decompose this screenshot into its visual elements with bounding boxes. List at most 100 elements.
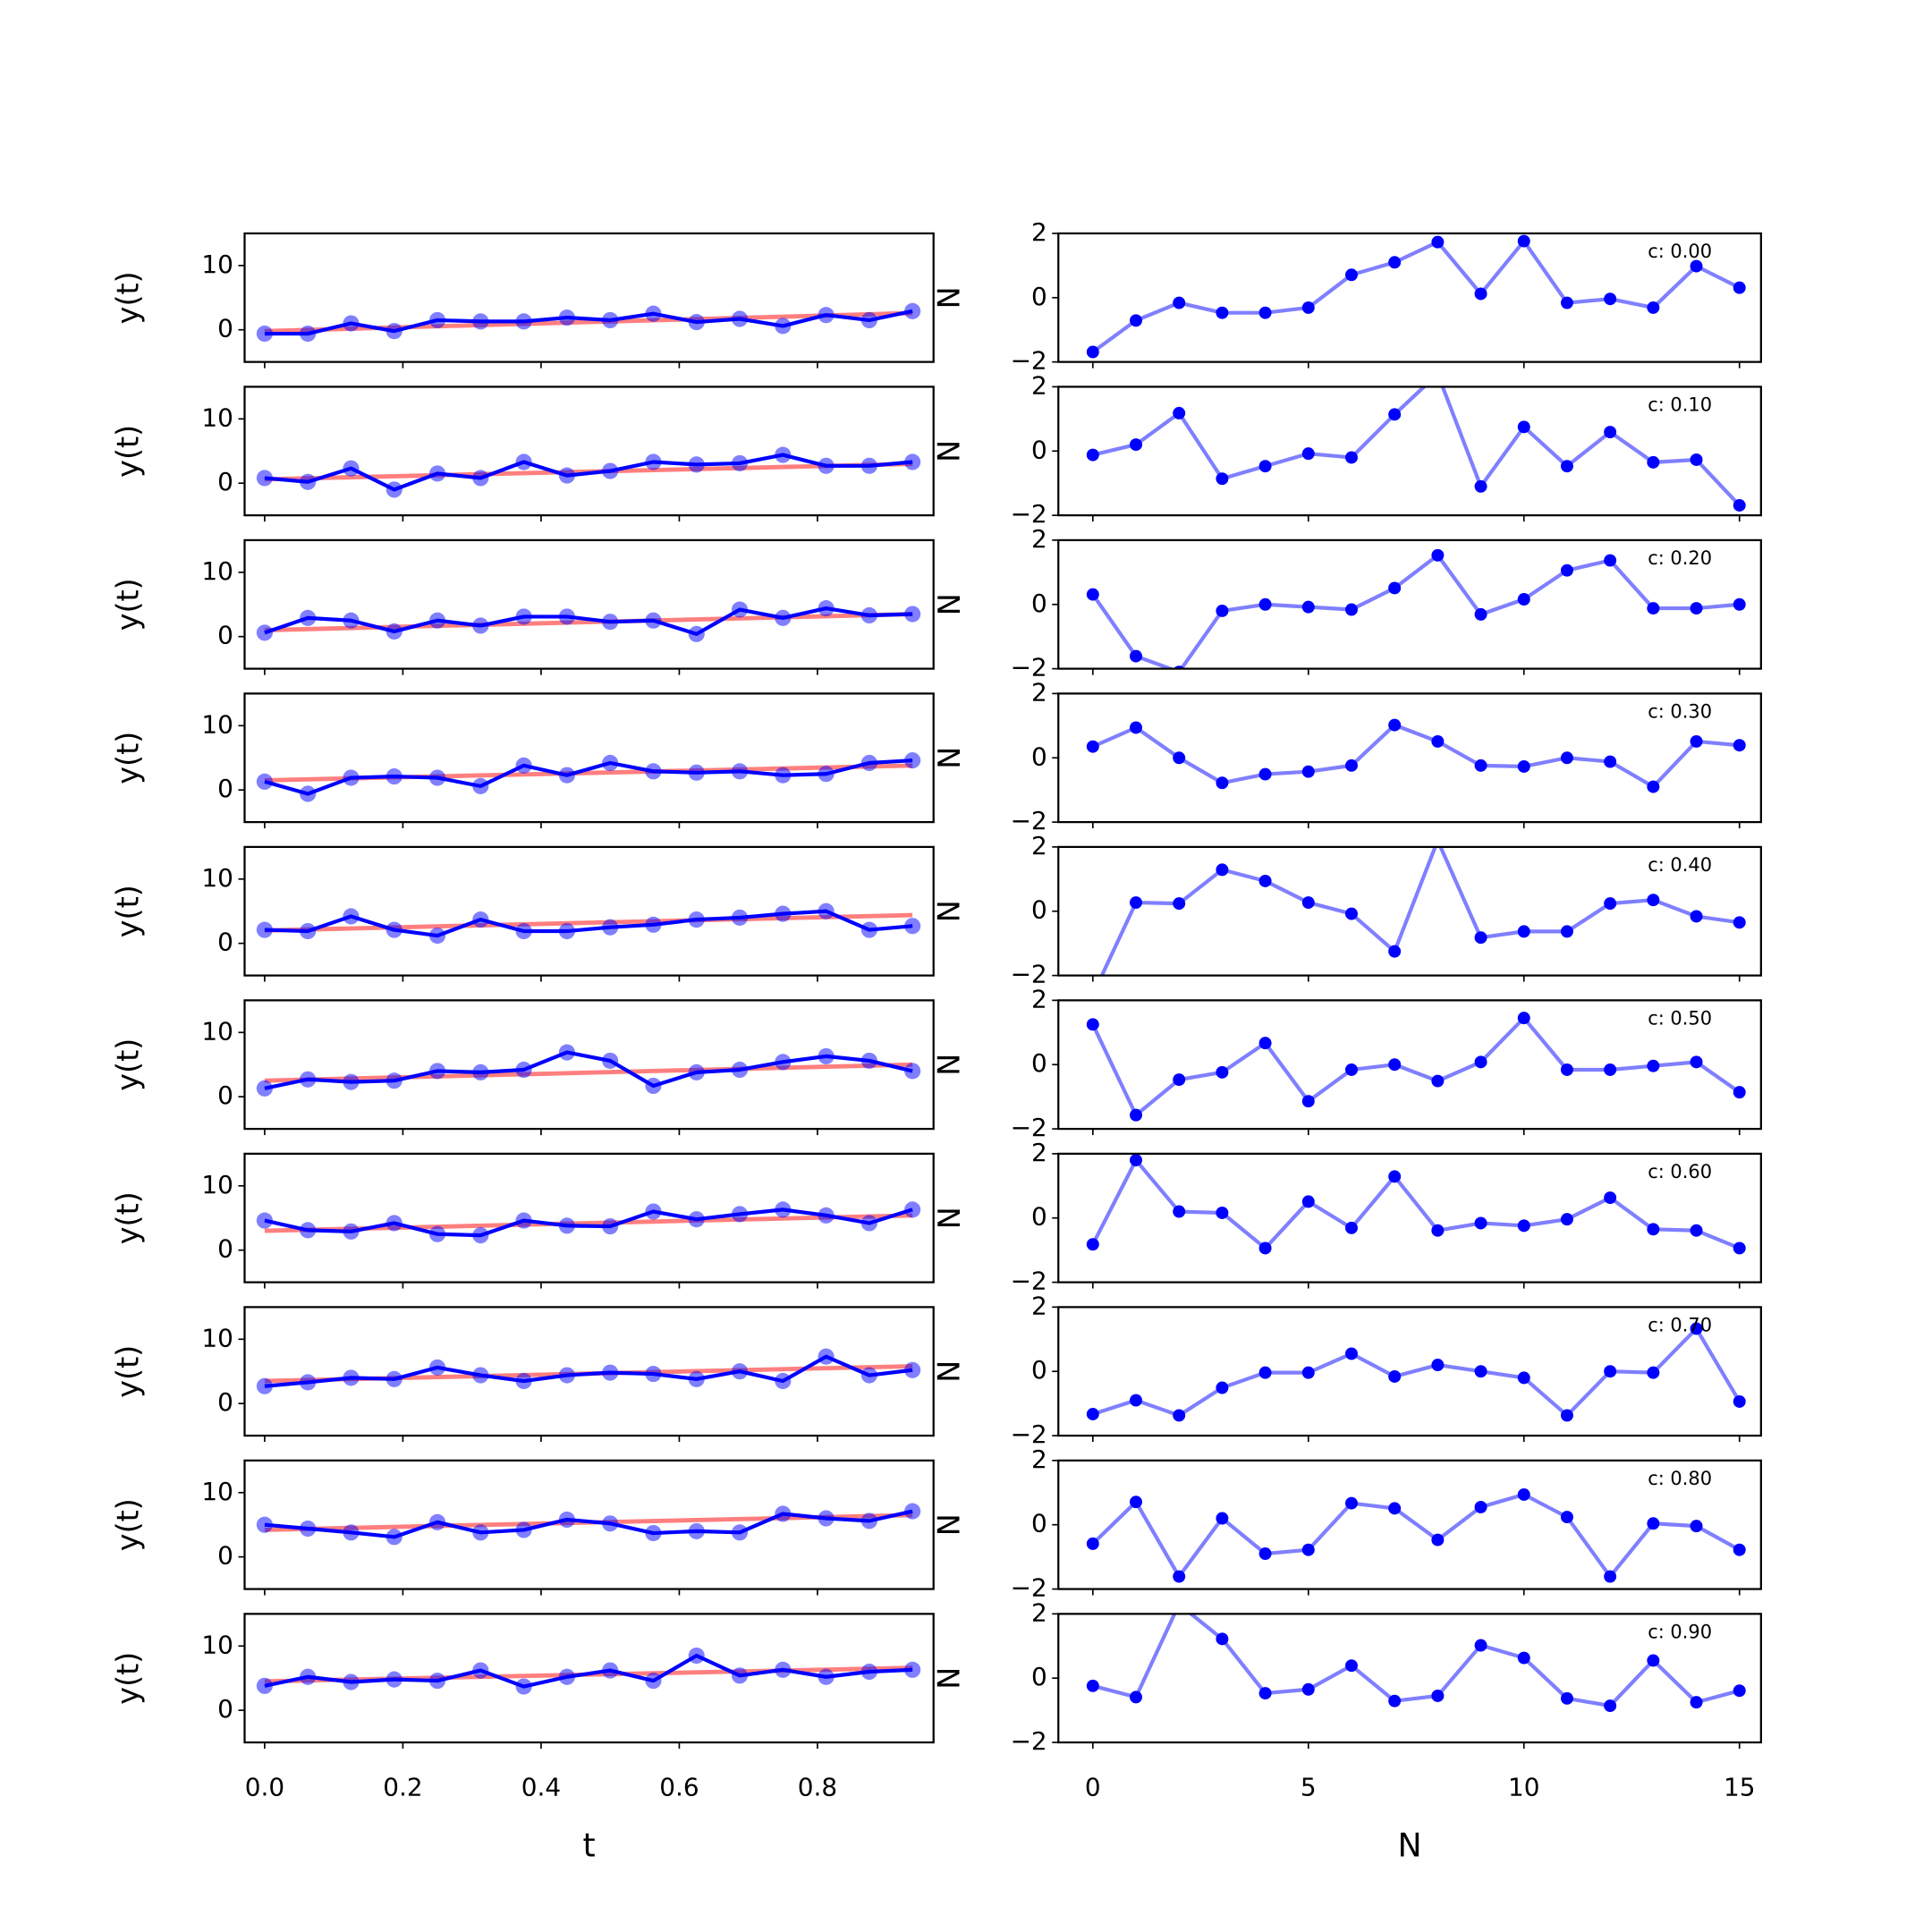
marker bbox=[256, 624, 273, 641]
marker bbox=[1301, 896, 1315, 910]
marker bbox=[1174, 665, 1185, 669]
frame bbox=[1057, 692, 1762, 824]
marker bbox=[1086, 345, 1099, 359]
marker bbox=[775, 905, 792, 922]
marker bbox=[1301, 447, 1315, 461]
marker bbox=[1388, 1170, 1402, 1183]
marker bbox=[428, 769, 446, 786]
marker bbox=[1560, 564, 1573, 577]
marker bbox=[1474, 607, 1487, 621]
marker bbox=[1345, 1496, 1358, 1510]
marker bbox=[300, 785, 317, 802]
panel: 0 10 y(t) bbox=[111, 1459, 935, 1596]
marker bbox=[731, 310, 749, 327]
y-axis-label: N bbox=[932, 1054, 967, 1076]
y-tick-label: 2 bbox=[1031, 1291, 1047, 1320]
marker bbox=[904, 1503, 921, 1520]
plot-area bbox=[1086, 548, 1746, 669]
y-tick-label: −2 bbox=[1011, 960, 1047, 989]
y-tick-label: 0 bbox=[217, 1541, 233, 1571]
marker bbox=[1690, 1224, 1703, 1237]
marker bbox=[1258, 874, 1272, 887]
y-tick-label: 10 bbox=[201, 1477, 233, 1506]
y-tick-label: 0 bbox=[1031, 1355, 1047, 1385]
y-tick-label: −2 bbox=[1011, 499, 1047, 529]
series-line bbox=[264, 1354, 913, 1388]
marker bbox=[1086, 1408, 1099, 1420]
y-tick-label: 2 bbox=[1031, 370, 1047, 400]
marker bbox=[428, 1672, 446, 1690]
series-line bbox=[264, 758, 913, 796]
marker bbox=[688, 1647, 705, 1665]
marker bbox=[472, 470, 489, 487]
plot-area bbox=[256, 1201, 921, 1244]
frame bbox=[1057, 845, 1762, 977]
marker bbox=[1517, 1219, 1530, 1233]
marker bbox=[860, 311, 877, 329]
marker bbox=[645, 763, 662, 780]
marker bbox=[904, 752, 921, 769]
y-axis-label: y(t) bbox=[111, 1191, 146, 1244]
plot-area bbox=[1086, 234, 1746, 359]
marker bbox=[1517, 1012, 1530, 1025]
annotation: c: 0.30 bbox=[1648, 700, 1712, 722]
panel: 0 10 0.0 0.2 0.4 0.6 0.8 y(t) t bbox=[111, 1613, 935, 1864]
marker bbox=[1087, 988, 1099, 1001]
marker bbox=[904, 1361, 921, 1378]
marker bbox=[1130, 1154, 1142, 1167]
y-tick-label: −2 bbox=[1011, 346, 1047, 376]
marker bbox=[1474, 931, 1487, 945]
marker bbox=[904, 606, 921, 623]
marker bbox=[1647, 602, 1660, 615]
marker bbox=[1086, 1537, 1099, 1550]
marker bbox=[558, 1044, 575, 1061]
series-line bbox=[264, 1509, 913, 1539]
marker bbox=[645, 305, 662, 322]
marker bbox=[386, 921, 402, 938]
marker bbox=[1517, 1371, 1530, 1385]
frame bbox=[1057, 1152, 1762, 1284]
plot-area bbox=[256, 302, 921, 343]
marker bbox=[1474, 287, 1487, 301]
marker bbox=[256, 325, 273, 343]
frame bbox=[243, 1459, 935, 1590]
annotation: c: 0.90 bbox=[1648, 1621, 1712, 1642]
frame bbox=[243, 232, 935, 363]
marker bbox=[515, 1061, 532, 1079]
y-tick-label: −2 bbox=[1011, 1267, 1047, 1296]
marker bbox=[775, 1505, 792, 1522]
marker bbox=[1086, 740, 1099, 753]
marker bbox=[1560, 1511, 1573, 1524]
marker bbox=[1258, 1241, 1272, 1255]
marker bbox=[818, 1348, 835, 1365]
marker bbox=[1647, 301, 1660, 314]
marker bbox=[860, 1513, 877, 1530]
y-axis-label: N bbox=[932, 440, 967, 462]
marker bbox=[300, 1222, 317, 1239]
marker bbox=[1604, 1063, 1617, 1076]
marker bbox=[1517, 420, 1530, 434]
marker bbox=[1173, 1205, 1186, 1218]
frame bbox=[1057, 999, 1762, 1131]
marker bbox=[515, 608, 532, 625]
marker bbox=[860, 1367, 877, 1384]
marker bbox=[1560, 460, 1573, 473]
marker bbox=[1173, 1073, 1186, 1087]
marker bbox=[775, 1054, 792, 1071]
marker bbox=[472, 1367, 489, 1384]
marker bbox=[515, 453, 532, 470]
y-axis-label: N bbox=[932, 1207, 967, 1229]
marker bbox=[386, 323, 402, 340]
series-line bbox=[264, 1050, 913, 1090]
marker bbox=[1388, 256, 1402, 269]
marker bbox=[515, 922, 532, 940]
series-line bbox=[264, 1653, 913, 1689]
y-axis-label: y(t) bbox=[111, 1345, 146, 1398]
marker bbox=[343, 612, 360, 629]
marker bbox=[343, 1524, 360, 1541]
marker bbox=[1130, 314, 1142, 327]
marker bbox=[1474, 1639, 1487, 1652]
x-tick-label: 15 bbox=[1724, 1773, 1755, 1802]
marker bbox=[602, 919, 619, 936]
marker bbox=[688, 625, 705, 642]
